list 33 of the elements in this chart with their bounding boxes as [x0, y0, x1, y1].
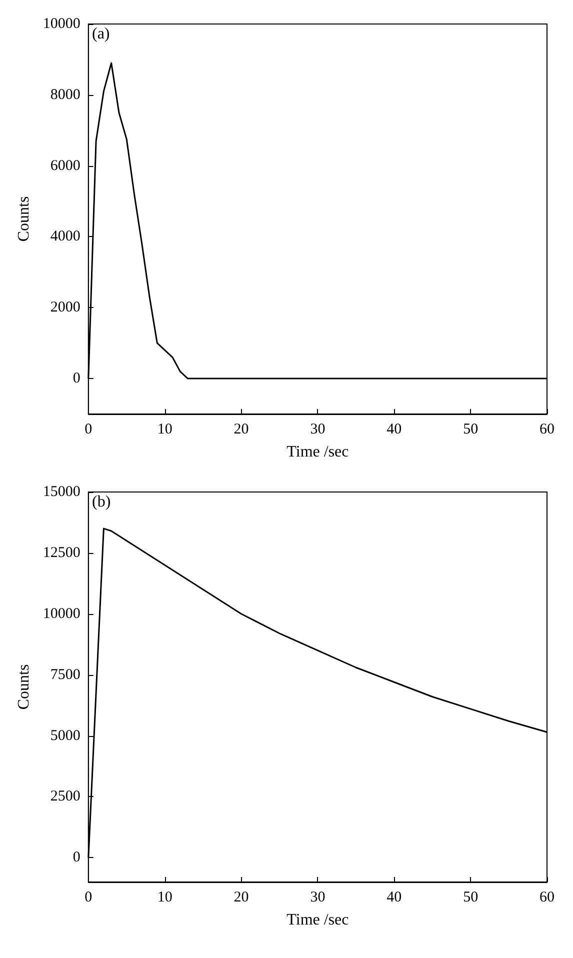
y-tick-label: 0: [72, 370, 80, 387]
x-tick-label: 50: [463, 422, 478, 438]
x-tick-label: 40: [386, 890, 402, 906]
x-tick-label: 60: [540, 890, 554, 906]
x-tick-label: 10: [157, 422, 172, 438]
x-tick-label: 20: [234, 890, 249, 906]
x-tick-label: 30: [310, 890, 326, 906]
x-tick-label: 40: [386, 422, 402, 438]
y-tick-label: 8000: [50, 86, 80, 103]
y-tick-label: 4000: [50, 228, 80, 245]
annotation: (a): [92, 26, 110, 42]
y-tick-label: 6000: [50, 158, 80, 174]
x-tick-label: 20: [234, 422, 249, 438]
annotation: (b): [92, 494, 111, 510]
y-axis-title: Counts: [16, 196, 32, 242]
y-tick-label: 12500: [42, 544, 80, 561]
y-tick-label: 2500: [50, 788, 80, 805]
y-tick-label: 5000: [50, 728, 80, 744]
y-tick-label: 10000: [42, 16, 80, 32]
y-tick-label: 15000: [42, 484, 80, 500]
x-axis-title: Time /sec: [286, 444, 349, 460]
x-tick-label: 0: [84, 890, 92, 906]
y-tick-label: 7500: [50, 666, 80, 683]
y-tick-label: 10000: [42, 606, 80, 622]
x-axis-title: Time /sec: [286, 912, 349, 928]
x-tick-label: 50: [463, 890, 478, 906]
x-tick-label: 60: [540, 422, 554, 438]
y-tick-label: 2000: [50, 300, 80, 316]
x-tick-label: 10: [157, 890, 172, 906]
y-axis-title: Counts: [16, 664, 32, 710]
x-tick-label: 30: [310, 422, 326, 438]
x-tick-label: 0: [84, 422, 92, 438]
y-tick-label: 0: [72, 850, 80, 866]
